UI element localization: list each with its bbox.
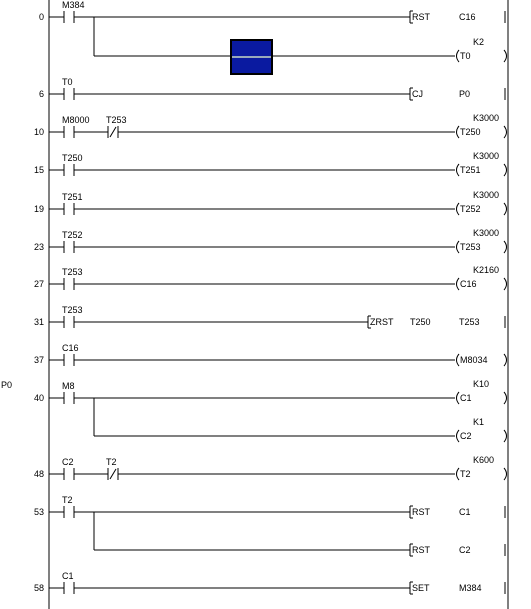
contact-label: C16: [62, 343, 79, 353]
step-number: 23: [33, 242, 44, 252]
coil-name: T253: [460, 242, 481, 252]
contact-label: M8000: [62, 115, 90, 125]
coil-constant: K10: [473, 379, 490, 389]
editor-cursor[interactable]: [230, 39, 273, 75]
coil-open-paren: [456, 391, 460, 405]
step-number: 27: [33, 279, 44, 289]
coil-name: C16: [460, 279, 477, 289]
coil-close-paren: [503, 125, 507, 139]
instr-operand: T253: [459, 317, 480, 327]
coil-open-paren: [456, 240, 460, 254]
contact-label: T2: [62, 495, 73, 505]
coil-close-paren: [503, 240, 507, 254]
coil-constant: K1: [473, 417, 485, 427]
contact-label: T251: [62, 192, 83, 202]
instr-op: RST: [412, 545, 430, 555]
instr-operand: C2: [459, 545, 471, 555]
coil-name: T252: [460, 204, 481, 214]
coil-close-paren: [503, 391, 507, 405]
coil-open-paren: [456, 353, 460, 367]
coil-open-paren: [456, 429, 460, 443]
coil-constant: K3000: [473, 228, 500, 238]
instr-operand: C16: [459, 12, 476, 22]
step-number: 40: [33, 393, 44, 403]
coil-open-paren: [456, 202, 460, 216]
instr-operand: T250: [410, 317, 431, 327]
coil-open-paren: [456, 125, 460, 139]
coil-close-paren: [503, 202, 507, 216]
coil-open-paren: [456, 49, 460, 63]
coil-open-paren: [456, 467, 460, 481]
coil-name: C2: [460, 431, 472, 441]
instr-op: RST: [412, 12, 430, 22]
coil-close-paren: [503, 429, 507, 443]
step-number: 48: [33, 469, 44, 479]
coil-constant: K3000: [473, 151, 500, 161]
step-number: 37: [33, 355, 44, 365]
instr-operand: M384: [459, 583, 482, 593]
coil-close-paren: [503, 163, 507, 177]
contact-label: T253: [62, 267, 83, 277]
contact-label: M384: [62, 0, 85, 10]
coil-name: C1: [460, 393, 472, 403]
coil-name: T250: [460, 127, 481, 137]
instr-op: CJ: [412, 89, 423, 99]
step-number: 10: [33, 127, 44, 137]
contact-label: T253: [62, 305, 83, 315]
step-number: 6: [38, 89, 44, 99]
coil-name: T0: [460, 51, 471, 61]
step-number: 15: [33, 165, 44, 175]
instr-op: SET: [412, 583, 430, 593]
contact-label: T250: [62, 153, 83, 163]
pointer-label: P0: [1, 380, 13, 390]
contact-label: T253: [106, 115, 127, 125]
step-number: 31: [33, 317, 44, 327]
coil-constant: K3000: [473, 190, 500, 200]
coil-constant: K3000: [473, 113, 500, 123]
contact-label: C2: [62, 457, 74, 467]
instr-op: ZRST: [370, 317, 394, 327]
coil-constant: K2160: [473, 265, 500, 275]
coil-close-paren: [503, 277, 507, 291]
instr-op: RST: [412, 507, 430, 517]
coil-constant: K2: [473, 37, 485, 47]
cursor-divider: [232, 56, 271, 58]
coil-close-paren: [503, 353, 507, 367]
coil-open-paren: [456, 277, 460, 291]
contact-nc-slash: [109, 468, 117, 480]
step-number: 19: [33, 204, 44, 214]
contact-label: T252: [62, 230, 83, 240]
coil-name: T251: [460, 165, 481, 175]
contact-label: T2: [106, 457, 117, 467]
coil-constant: K600: [473, 455, 495, 465]
step-number: 58: [33, 583, 44, 593]
coil-name: M8034: [460, 355, 488, 365]
contact-nc-slash: [109, 126, 117, 138]
step-number: 0: [38, 12, 44, 22]
coil-name: T2: [460, 469, 471, 479]
instr-operand: C1: [459, 507, 471, 517]
step-number: 53: [33, 507, 44, 517]
instr-operand: P0: [459, 89, 471, 99]
contact-label: M8: [62, 381, 75, 391]
coil-close-paren: [503, 49, 507, 63]
coil-close-paren: [503, 467, 507, 481]
contact-label: T0: [62, 77, 73, 87]
contact-label: C1: [62, 571, 74, 581]
coil-open-paren: [456, 163, 460, 177]
